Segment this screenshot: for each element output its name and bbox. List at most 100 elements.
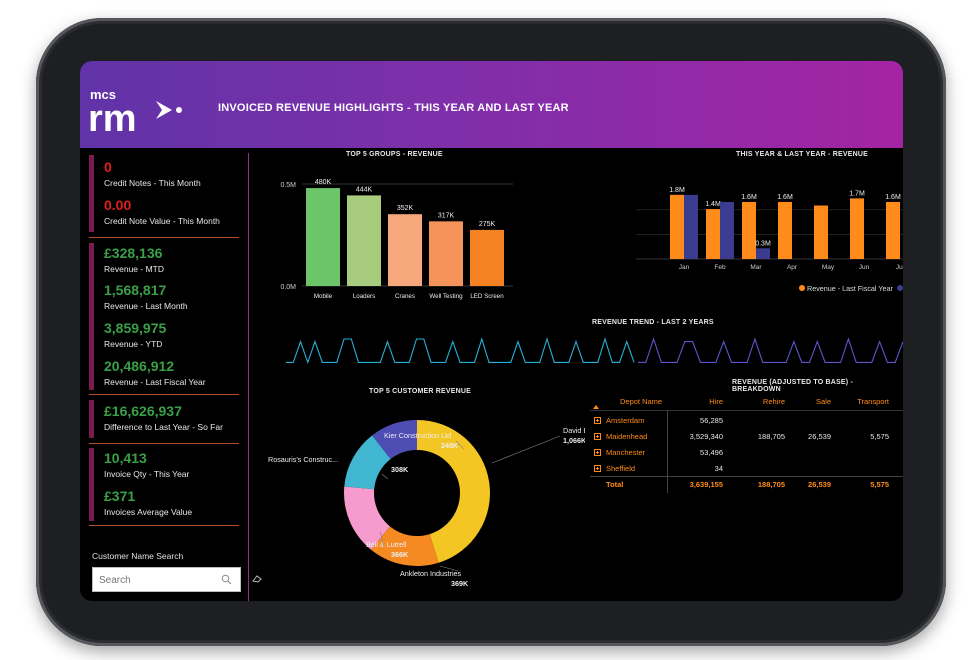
leader-line: [439, 565, 459, 572]
bar: [706, 209, 720, 259]
total-hire: 3,639,155: [689, 480, 723, 489]
col-header-hire[interactable]: Hire: [709, 397, 723, 406]
leader-line: [379, 530, 385, 548]
slice-value-label: 248K: [441, 441, 459, 450]
data-label: 444K: [356, 186, 373, 193]
col-header-sale[interactable]: Sale: [815, 397, 831, 406]
donut-slice: [417, 420, 490, 563]
x-tick-label: Loaders: [353, 293, 375, 300]
col-header-rehire[interactable]: Rehire: [762, 397, 785, 406]
col-header-transport[interactable]: Transport: [857, 397, 889, 406]
table-row[interactable]: Maidenhead 3,529,340 188,705 26,539 5,57…: [590, 429, 903, 445]
hire-value: 3,529,340: [689, 432, 723, 441]
total-divider: [590, 476, 903, 477]
slice-value-label: 366K: [391, 550, 409, 559]
kpi-label: Revenue - Last Fiscal Year: [104, 377, 206, 387]
logo-dot-icon: [176, 107, 182, 113]
expand-icon[interactable]: [594, 449, 601, 456]
column-divider: [667, 411, 668, 493]
customer-search-input[interactable]: [99, 572, 209, 588]
bar: [850, 198, 864, 259]
kpi-value: £16,626,937: [104, 403, 182, 419]
slice-name-label: Ankleton Industries: [400, 569, 462, 578]
x-tick-label: Mar: [750, 264, 762, 271]
kpi-value: 20,486,912: [104, 358, 175, 374]
kpi-label: Revenue - Last Month: [104, 301, 188, 311]
top-customers-title: TOP 5 CUSTOMER REVENUE: [369, 388, 472, 395]
expand-icon[interactable]: [594, 465, 601, 472]
table-total-row: Total 3,639,155 188,705 26,539 5,575: [590, 477, 903, 493]
y-tick-label: 0.5M: [280, 182, 296, 189]
breakdown-title: REVENUE (ADJUSTED TO BASE) - BREAKDOWN: [732, 379, 853, 393]
x-tick-label: LED Screen: [470, 293, 504, 300]
x-tick-label: Mobile: [314, 293, 333, 300]
header-banner: mcs rm INVOICED REVENUE HIGHLIGHTS - THI…: [80, 61, 903, 148]
hire-value: 53,496: [700, 448, 723, 457]
slice-name-label: Rosauris's Construc...: [268, 455, 338, 464]
x-tick-label: Jul: [896, 264, 903, 271]
bar: [388, 214, 422, 286]
kpi-group-credit: [89, 155, 94, 232]
x-tick-label: May: [822, 264, 835, 271]
leader-line: [381, 473, 389, 480]
expand-icon[interactable]: [594, 417, 601, 424]
hire-value: 56,285: [700, 416, 723, 425]
search-icon[interactable]: [221, 574, 232, 585]
depot-name: Manchester: [606, 448, 646, 457]
kpi-separator: [89, 443, 239, 444]
table-row[interactable]: Amsterdam 56,285: [590, 413, 903, 429]
kpi-label: Credit Notes - This Month: [104, 178, 201, 188]
bar: [670, 194, 684, 259]
table-row[interactable]: Sheffield 34: [590, 461, 903, 477]
data-label: 1.8M: [669, 187, 685, 194]
bar: [306, 188, 340, 286]
dashboard-screen: mcs rm INVOICED REVENUE HIGHLIGHTS - THI…: [80, 61, 903, 601]
data-label: 1.7M: [849, 190, 865, 197]
data-label: 317K: [438, 212, 455, 219]
slice-value-label: 369K: [451, 579, 469, 588]
data-label: 1.6M: [741, 194, 757, 201]
donut-slice: [370, 526, 439, 566]
eraser-icon[interactable]: [252, 575, 262, 583]
bar: [684, 194, 698, 259]
yoy-revenue-chart: 1.8M Jan 1.4M Feb 1.6M 0.3M Mar 1.6M Apr May 1.7M J…: [636, 187, 903, 293]
data-label: 0.3M: [755, 240, 771, 247]
slice-value-label: 308K: [391, 465, 409, 474]
x-tick-label: Feb: [714, 264, 726, 271]
kpi-group-difference: [89, 400, 94, 438]
kpi-label: Difference to Last Year - So Far: [104, 422, 223, 432]
total-transport: 5,575: [870, 480, 889, 489]
data-label: 480K: [315, 179, 332, 186]
sort-up-icon[interactable]: [593, 405, 599, 409]
leader-line: [455, 440, 465, 450]
top-customers-donut: David Bryant Constru...1,066K Ankleton In…: [268, 420, 585, 588]
table-header-row: Depot Name Hire Rehire Sale Transport: [590, 394, 903, 410]
bar: [778, 201, 792, 259]
leader-line: [491, 435, 561, 464]
depot-name: Amsterdam: [606, 416, 645, 425]
panel-divider: [248, 153, 249, 601]
transport-value: 5,575: [870, 432, 889, 441]
kpi-value: 0: [104, 159, 112, 175]
customer-search-label: Customer Name Search: [92, 551, 184, 561]
customer-search-box[interactable]: [92, 567, 241, 592]
slice-name-label: Kier Construction Ltd: [384, 431, 451, 440]
expand-icon[interactable]: [594, 433, 601, 440]
data-label: 1.6M: [885, 194, 901, 201]
depot-name: Maidenhead: [606, 432, 648, 441]
bar: [720, 201, 734, 259]
kpi-label: Revenue - YTD: [104, 339, 163, 349]
kpi-label: Credit Note Value - This Month: [104, 216, 220, 226]
col-header-depot[interactable]: Depot Name: [620, 397, 663, 406]
donut-slice: [344, 435, 391, 490]
table-row[interactable]: Manchester 53,496: [590, 445, 903, 461]
kpi-group-revenue: [89, 243, 94, 390]
trend-line-this-year: [638, 337, 903, 363]
logo-big-text: rm: [88, 98, 137, 135]
logo-arrow-icon: [156, 101, 172, 119]
donut-slice: [372, 420, 417, 460]
kpi-value: 1,568,817: [104, 282, 167, 298]
bar: [347, 195, 381, 286]
slice-name-label: David Bryant Constru...: [563, 426, 585, 435]
kpi-value: 0.00: [104, 197, 132, 213]
